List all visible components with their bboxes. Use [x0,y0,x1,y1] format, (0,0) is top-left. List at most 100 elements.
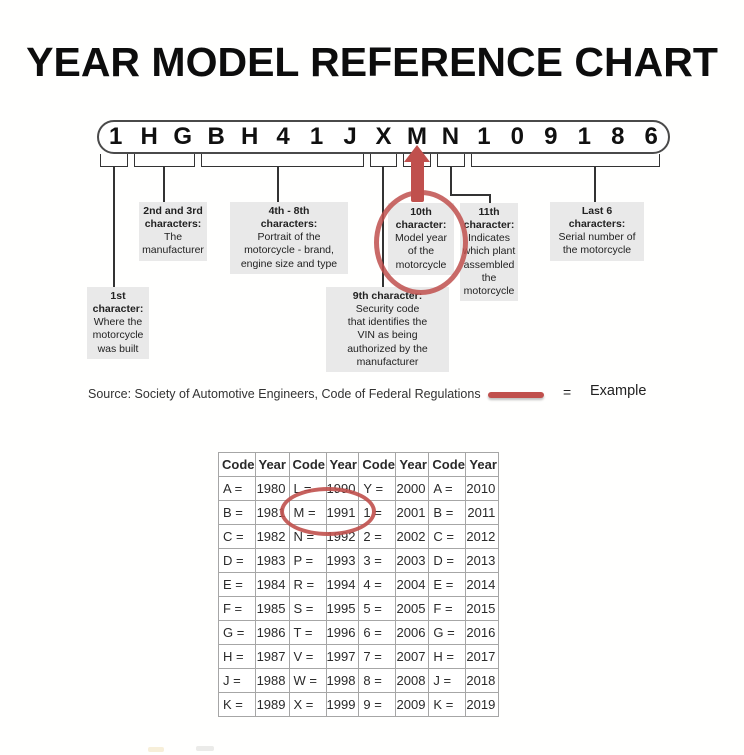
table-cell-year: 1995 [325,596,360,621]
table-cell-year: 2018 [465,668,500,693]
vin-character: 0 [510,123,525,150]
connector-char-1 [113,166,115,287]
table-cell-year: 1999 [325,692,360,717]
bracket-chars-2-3 [134,154,195,167]
table-cell-code: S = [288,596,327,621]
callout-body: The manufacturer [142,231,204,257]
vin-character: 4 [276,123,290,150]
callout-heading: 1st character: [92,290,144,316]
table-cell-code: B = [428,500,467,525]
bottom-artifact [148,747,164,752]
table-header-cell: Year [465,452,500,477]
table-header-row: Code Year Code Year Code Year Code Year [218,452,500,477]
table-cell-year: 1993 [325,548,360,573]
table-row: G = 1986 T = 1996 6 = 2006 G = 2016 [218,620,500,645]
callout-body: Indicates which plant assembled the moto… [462,232,516,297]
table-cell-year: 2008 [395,668,430,693]
table-header-cell: Code [218,452,256,477]
callout-heading: 11th character: [463,206,515,232]
table-cell-year: 2006 [395,620,430,645]
vin-character: M [406,123,427,150]
bracket-chars-4-8 [201,154,364,167]
table-cell-code: A = [218,476,256,501]
table-cell-year: 1983 [254,548,290,573]
table-cell-code: G = [218,620,256,645]
table-cell-year: 2007 [395,644,430,669]
vin-character: G [173,123,192,150]
example-circle-annotation [374,190,468,295]
bracket-char-9 [370,154,397,167]
table-cell-code: R = [288,572,327,597]
table-cell-year: 2011 [465,500,500,525]
table-cell-code: J = [428,668,467,693]
table-cell-code: 2 = [358,524,397,549]
table-cell-year: 2005 [395,596,430,621]
bracket-last-6 [471,154,660,167]
table-cell-code: W = [288,668,327,693]
table-cell-code: 8 = [358,668,397,693]
callout-char-1: 1st character: Where the motorcycle was … [87,287,149,359]
vin-character: X [375,123,392,150]
table-cell-year: 1985 [254,596,290,621]
table-row: E = 1984 R = 1994 4 = 2004 E = 2014 [218,572,500,597]
table-row: H = 1987 V = 1997 7 = 2007 H = 2017 [218,644,500,669]
table-row: K = 1989 X = 1999 9 = 2009 K = 2019 [218,692,500,717]
table-cell-code: K = [428,692,467,717]
table-header-cell: Year [325,452,360,477]
table-cell-code: 9 = [358,692,397,717]
table-cell-code: 6 = [358,620,397,645]
table-row: J = 1988 W = 1998 8 = 2008 J = 2018 [218,668,500,693]
example-line-icon [488,392,544,398]
table-cell-year: 2013 [465,548,500,573]
connector-chars-4-8 [277,166,279,202]
vin-character: 1 [109,123,123,150]
table-cell-code: X = [288,692,327,717]
vin-character: 6 [644,123,658,150]
table-header-cell: Code [428,452,467,477]
table-cell-code: 3 = [358,548,397,573]
callout-body: Security code that identifies the VIN as… [347,303,428,368]
table-cell-code: J = [218,668,256,693]
table-cell-year: 2001 [395,500,430,525]
table-header-cell: Year [395,452,430,477]
table-cell-code: B = [218,500,256,525]
table-cell-year: 2010 [465,476,500,501]
page-title: YEAR MODEL REFERENCE CHART [26,39,718,85]
table-cell-code: K = [218,692,256,717]
example-arrowhead-icon [404,145,430,162]
table-cell-year: 2015 [465,596,500,621]
table-cell-code: H = [428,644,467,669]
vin-character: 8 [611,123,625,150]
table-cell-code: F = [428,596,467,621]
table-cell-year: 1984 [254,572,290,597]
table-cell-year: 2019 [465,692,500,717]
callout-heading: Last 6 characters: [568,205,626,231]
callout-char-9: 9th character: Security code that identi… [326,287,449,372]
table-cell-code: A = [428,476,467,501]
vin-character: H [240,123,259,150]
vin-character: 1 [309,123,324,150]
table-cell-year: 2014 [465,572,500,597]
table-cell-year: 2009 [395,692,430,717]
vin-character: B [207,123,225,150]
highlight-ellipse [280,487,376,536]
table-cell-code: H = [218,644,256,669]
vin-character: 1 [477,123,491,150]
table-row: F = 1985 S = 1995 5 = 2005 F = 2015 [218,596,500,621]
callout-chars-4-8: 4th - 8th characters: Portrait of the mo… [230,202,348,274]
callout-heading: 4th - 8th characters: [260,205,318,231]
table-cell-code: C = [428,524,467,549]
table-header-cell: Code [358,452,397,477]
table-cell-year: 1982 [254,524,290,549]
table-cell-code: D = [218,548,256,573]
table-cell-year: 2012 [465,524,500,549]
table-cell-year: 1988 [254,668,290,693]
vin-character: J [343,123,357,150]
vin-character: 9 [544,123,558,150]
table-cell-year: 2000 [395,476,430,501]
source-note: Source: Society of Automotive Engineers,… [88,387,481,401]
table-cell-year: 1980 [254,476,290,501]
connector-char-11-a [450,166,452,195]
